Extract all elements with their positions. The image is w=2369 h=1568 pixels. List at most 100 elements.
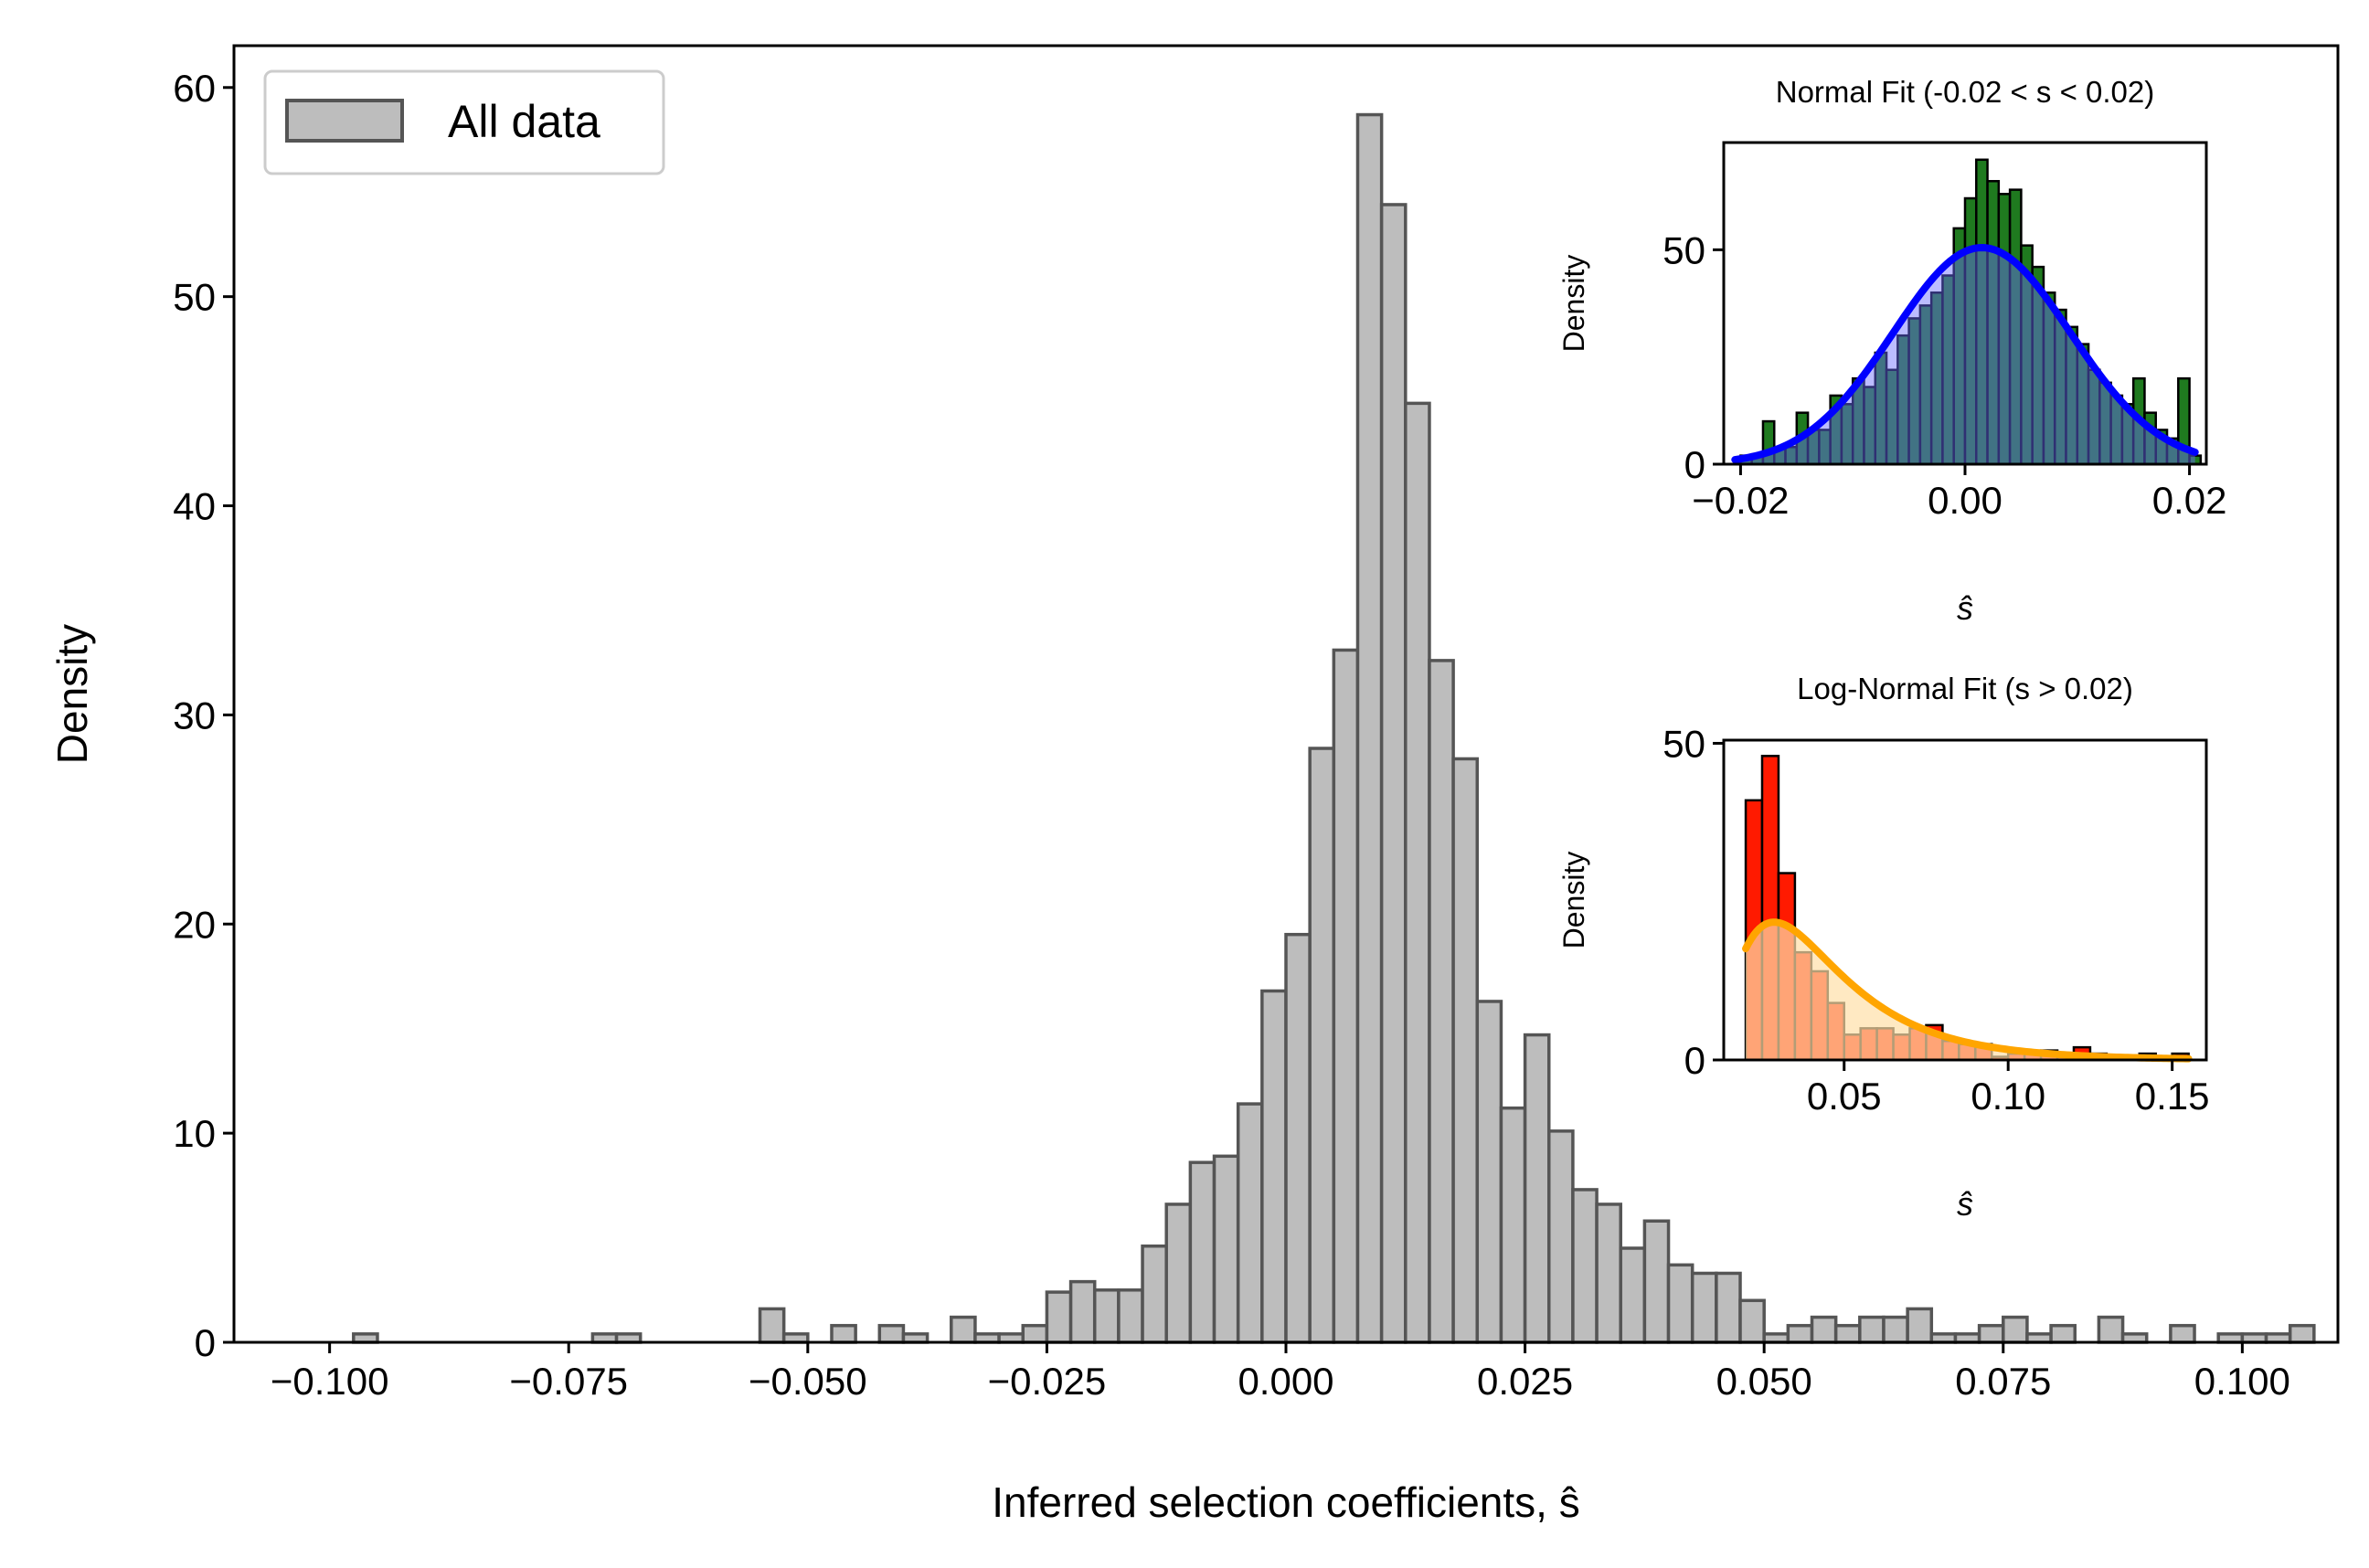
- inset-normal-fit-y-label: Density: [1557, 255, 1590, 353]
- x-tick-label: 0.05: [1807, 1075, 1882, 1118]
- y-tick-label: 10: [173, 1112, 216, 1155]
- inset-lognormal-fit-x-ticks: 0.05 0.10 0.15: [1807, 1060, 2210, 1118]
- histogram-bar: [1977, 1323, 2005, 1344]
- x-tick-label: 0.00: [1928, 479, 2002, 522]
- inset-normal-fit-curve: [1731, 243, 2199, 464]
- histogram-bar: [1619, 1246, 1647, 1344]
- y-tick-label: 0: [1684, 443, 1705, 486]
- y-tick-label: 20: [173, 903, 216, 946]
- histogram-bar: [1212, 1154, 1240, 1344]
- histogram-bar: [1833, 1323, 1862, 1344]
- inset-normal-fit-bars: [1739, 158, 2203, 466]
- histogram-bar: [1428, 659, 1455, 1344]
- histogram-bar: [1475, 1000, 1503, 1344]
- histogram-bar: [2002, 1315, 2029, 1344]
- x-tick-label: 0.075: [1955, 1360, 2051, 1403]
- inset-lognormal-fit-title: Log-Normal Fit (s > 0.02): [1797, 672, 2133, 705]
- histogram-bar: [1284, 932, 1312, 1344]
- histogram-bar: [1260, 989, 1288, 1344]
- main-histogram-bars: [352, 112, 2316, 1344]
- histogram-bar: [2169, 1323, 2196, 1344]
- x-tick-label: −0.02: [1692, 479, 1789, 522]
- x-tick-label: 0.050: [1716, 1360, 1812, 1403]
- histogram-bar: [1068, 1279, 1097, 1344]
- legend-swatch-all-data: [285, 99, 404, 143]
- y-tick-label: 50: [1663, 228, 1705, 271]
- main-x-axis-ticks: −0.100 −0.075 −0.050 −0.025 0.000 0.025 0.050 0…: [271, 1342, 2290, 1403]
- histogram-bar: [1786, 1323, 1814, 1344]
- x-tick-label: 0.10: [1971, 1075, 2045, 1118]
- histogram-bar: [2097, 1315, 2125, 1344]
- histogram-bar: [1045, 1290, 1073, 1344]
- y-tick-label: 0: [195, 1321, 216, 1364]
- inset-normal-fit-shaded-area: [1735, 247, 2195, 464]
- inset-lognormal-fit-frame: [1722, 738, 2208, 1062]
- x-tick-label: −0.100: [271, 1360, 389, 1403]
- x-tick-label: 0.15: [2135, 1075, 2210, 1118]
- x-tick-label: 0.02: [2152, 479, 2227, 522]
- inset-lognormal-fit-curve: [1742, 918, 2193, 1063]
- histogram-bar: [1236, 1102, 1264, 1344]
- histogram-bar: [1547, 1129, 1575, 1344]
- inset-lognormal-fit-shaded-area: [1746, 922, 2189, 1060]
- histogram-bar: [1332, 648, 1360, 1344]
- x-tick-label: 0.100: [2194, 1360, 2290, 1403]
- inset-lognormal-fit-y-ticks: 0 50: [1663, 722, 1724, 1082]
- y-tick-label: 30: [173, 694, 216, 736]
- histogram-bar: [1595, 1202, 1622, 1344]
- inset-lognormal-fit-y-label: Density: [1557, 852, 1590, 949]
- histogram-bar: [1117, 1288, 1144, 1344]
- histogram-bar: [1451, 757, 1480, 1344]
- x-tick-label: 0.000: [1238, 1360, 1333, 1403]
- histogram-bar: [1810, 1315, 1838, 1344]
- histogram-bar: [1141, 1244, 1168, 1344]
- x-tick-label: −0.025: [988, 1360, 1107, 1403]
- histogram-bar: [1738, 1298, 1766, 1344]
- histogram-bar: [1188, 1160, 1216, 1344]
- histogram-bar: [1021, 1323, 1049, 1344]
- histogram-bar: [1092, 1288, 1121, 1344]
- inset-normal-fit-y-ticks: 0 50: [1663, 228, 1724, 486]
- legend-box: [263, 69, 665, 175]
- histogram-bar: [1379, 203, 1408, 1344]
- histogram-bar: [1164, 1202, 1193, 1344]
- x-tick-label: 0.025: [1477, 1360, 1573, 1403]
- histogram-bar: [877, 1323, 906, 1344]
- histogram-bar: [2049, 1323, 2077, 1344]
- histogram-bar: [1666, 1263, 1694, 1344]
- inset-lognormal-fit-x-label: ŝ: [1957, 1185, 1973, 1223]
- inset-lognormal-fit-panel: Log-Normal Fit (s > 0.02) 0.05 0.10 0.15 0…: [1557, 672, 2210, 1223]
- histogram-bar: [1499, 1106, 1527, 1344]
- main-histogram-panel: −0.100 −0.075 −0.050 −0.025 0.000 0.025 0.050 0…: [48, 44, 2340, 1526]
- histogram-bar: [758, 1307, 786, 1344]
- y-tick-label: 50: [1663, 722, 1705, 765]
- x-tick-label: −0.075: [509, 1360, 628, 1403]
- inset-normal-fit-x-label: ŝ: [1957, 589, 1973, 627]
- histogram-bar: [1523, 1033, 1551, 1344]
- histogram-bar: [1715, 1271, 1742, 1344]
- x-tick-label: −0.050: [749, 1360, 867, 1403]
- y-tick-label: 60: [173, 67, 216, 110]
- inset-normal-fit-panel: Normal Fit (-0.02 < s < 0.02) −0.02 0.00 0…: [1557, 75, 2226, 627]
- histogram-bar: [1571, 1188, 1599, 1344]
- histogram-bar: [1858, 1315, 1886, 1344]
- histogram-bar: [1882, 1315, 1909, 1344]
- y-tick-label: 50: [173, 276, 216, 319]
- legend-label-all-data: All data: [448, 96, 600, 147]
- histogram-bar: [1642, 1219, 1671, 1344]
- inset-normal-fit-x-ticks: −0.02 0.00 0.02: [1692, 464, 2226, 522]
- histogram-bar: [1355, 112, 1384, 1344]
- histogram-bar: [1404, 401, 1431, 1344]
- main-y-axis-label: Density: [48, 624, 96, 764]
- main-x-axis-label: Inferred selection coefficients, ŝ: [992, 1478, 1579, 1526]
- y-tick-label: 40: [173, 485, 216, 528]
- histogram-bar: [1308, 747, 1336, 1344]
- histogram-bar: [830, 1323, 857, 1344]
- histogram-bar: [950, 1315, 977, 1344]
- histogram-bar: [1906, 1307, 1934, 1344]
- main-y-axis-ticks: 0 10 20 30 40 50 60: [173, 67, 234, 1364]
- histogram-bar: [1690, 1271, 1718, 1344]
- legend: All data: [263, 69, 665, 175]
- histogram-bar: [2288, 1323, 2316, 1344]
